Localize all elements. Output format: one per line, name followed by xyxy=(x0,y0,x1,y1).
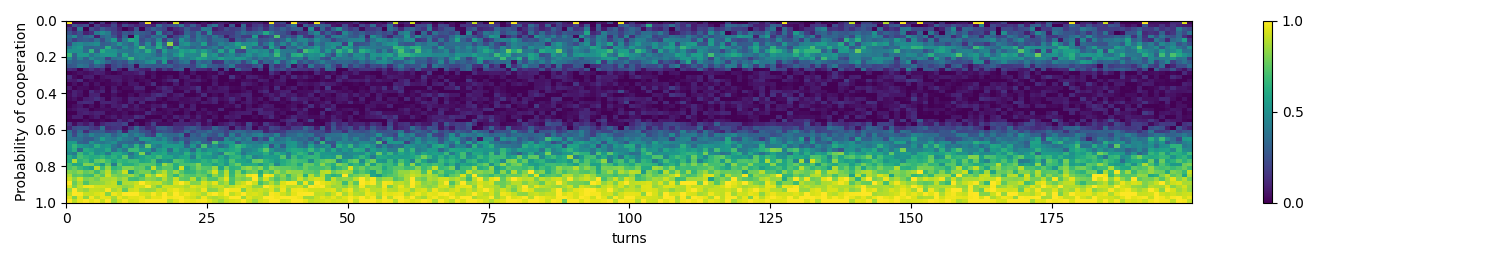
X-axis label: turns: turns xyxy=(612,232,648,246)
Y-axis label: Probability of cooperation: Probability of cooperation xyxy=(15,22,28,201)
